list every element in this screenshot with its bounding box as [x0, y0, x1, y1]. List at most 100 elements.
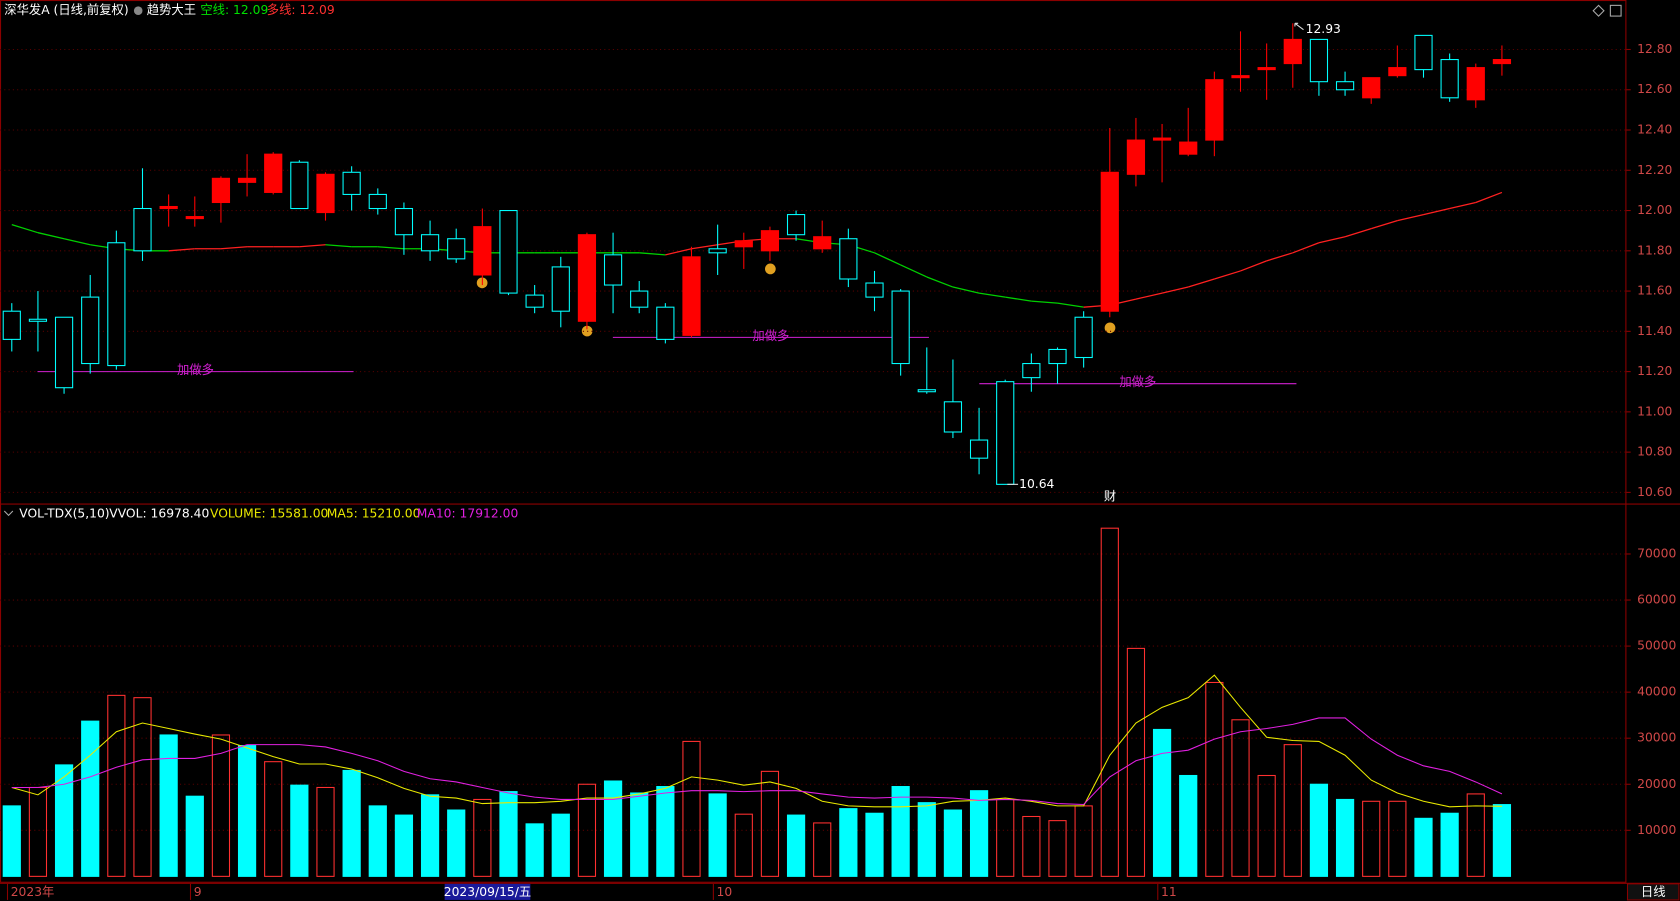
volume-bar [1335, 798, 1355, 877]
volume-bar [656, 786, 675, 877]
candle-body [447, 238, 466, 260]
candle-body [1022, 363, 1041, 379]
candle-body [159, 205, 178, 210]
volume-bar [237, 745, 257, 877]
vol-title: VOL-TDX(5,10) [19, 507, 109, 521]
candle-body [891, 290, 910, 365]
y-tick-label: 11.40 [1637, 324, 1672, 338]
x-tick-label: 9 [194, 885, 202, 899]
volume-bar [839, 808, 858, 877]
volume-bar [290, 784, 309, 877]
trend-segment [639, 252, 666, 256]
candle-body [264, 153, 283, 193]
trend-segment [1135, 292, 1163, 300]
y-tick-label: 70000 [1637, 546, 1676, 560]
volume-bar [133, 697, 152, 877]
candle-body [2, 310, 21, 340]
period-box[interactable] [1626, 883, 1680, 901]
candle-body [1283, 38, 1302, 65]
candle-body [1100, 171, 1119, 312]
candle-body [1466, 67, 1485, 101]
volume-bar [943, 809, 963, 877]
candle-body [1388, 67, 1407, 77]
volume-ma [11, 674, 1502, 808]
candle-body [865, 282, 884, 298]
candle-body [133, 207, 152, 252]
candle-body [1309, 38, 1329, 83]
candle-body [499, 210, 518, 294]
volume-bar [1048, 820, 1067, 877]
y-tick-label: 10.60 [1637, 485, 1672, 499]
y-tick-label: 11.20 [1637, 364, 1672, 378]
candle-body [1414, 34, 1433, 71]
volume-bar [760, 770, 780, 877]
y-tick-label: 11.60 [1637, 284, 1672, 298]
candle-body [786, 214, 806, 236]
volume-bar [1440, 812, 1459, 877]
y-tick-label: 11.00 [1637, 404, 1672, 418]
trend-segment [1031, 300, 1058, 304]
volume-bar [525, 823, 544, 877]
candle-body [342, 171, 361, 195]
trend-segment [1188, 278, 1215, 288]
y-tick-label: 12.20 [1637, 163, 1672, 177]
y-tick-label: 12.40 [1637, 123, 1672, 137]
y-tick-label: 10000 [1637, 823, 1676, 837]
candle-body [996, 381, 1015, 485]
y-tick-label: 20000 [1637, 777, 1676, 791]
volume-bar [264, 761, 283, 877]
volume-bar [342, 769, 361, 877]
volume-bar [1152, 728, 1172, 877]
tool-icon[interactable] [1592, 4, 1605, 17]
trend-segment [1318, 236, 1346, 244]
trend-segment [1005, 296, 1032, 302]
candle-body [1362, 77, 1381, 99]
zone-label: 加做多 [752, 328, 789, 343]
candle-body [420, 234, 440, 252]
candle-body [28, 318, 48, 322]
volume-bar [1283, 744, 1302, 877]
candle-body [237, 177, 257, 183]
stock-title: 深华发A (日线,前复权) [4, 2, 128, 17]
volume-bar [1309, 783, 1329, 877]
trend-segment [1344, 228, 1372, 238]
volume-bar [1466, 793, 1485, 877]
window-icon[interactable] [1609, 4, 1622, 17]
volume-bar [708, 793, 727, 877]
volume-bar [1022, 815, 1041, 877]
volume-bar [211, 734, 231, 877]
candle-body [1492, 59, 1512, 65]
period-label[interactable]: 日线 [1641, 885, 1666, 899]
candle-body [969, 439, 989, 459]
candle-body [1126, 139, 1146, 175]
candle-body [682, 256, 701, 336]
volume-bar [603, 780, 623, 877]
indicator-name: 趋势大王 [147, 3, 196, 17]
volume-bar [394, 814, 414, 877]
candle-body [656, 306, 675, 340]
candle-body [551, 266, 570, 312]
candle-body [1257, 67, 1276, 71]
volume-bar [420, 794, 440, 877]
trend-segment [325, 244, 352, 248]
volume-bar [891, 786, 910, 877]
y-tick-label: 12.60 [1637, 82, 1672, 96]
volume-bar [786, 814, 806, 877]
volume-bar [159, 734, 178, 877]
candle-body [1152, 137, 1172, 141]
trend-segment [1475, 191, 1503, 204]
y-tick-label: 12.80 [1637, 42, 1672, 56]
candle-body [839, 238, 858, 280]
vol-legend: MA5: 15210.00 [327, 507, 421, 521]
candle-body [81, 296, 100, 365]
volume-bar [368, 805, 387, 877]
trend-segment [926, 276, 954, 288]
y-tick-label: 11.80 [1637, 243, 1672, 257]
volume-ma [11, 717, 1503, 806]
volume-bar [969, 790, 989, 877]
volume-bar [499, 791, 518, 877]
vol-legend: MA10: 17912.00 [417, 507, 519, 521]
trend-segment [1423, 207, 1450, 216]
